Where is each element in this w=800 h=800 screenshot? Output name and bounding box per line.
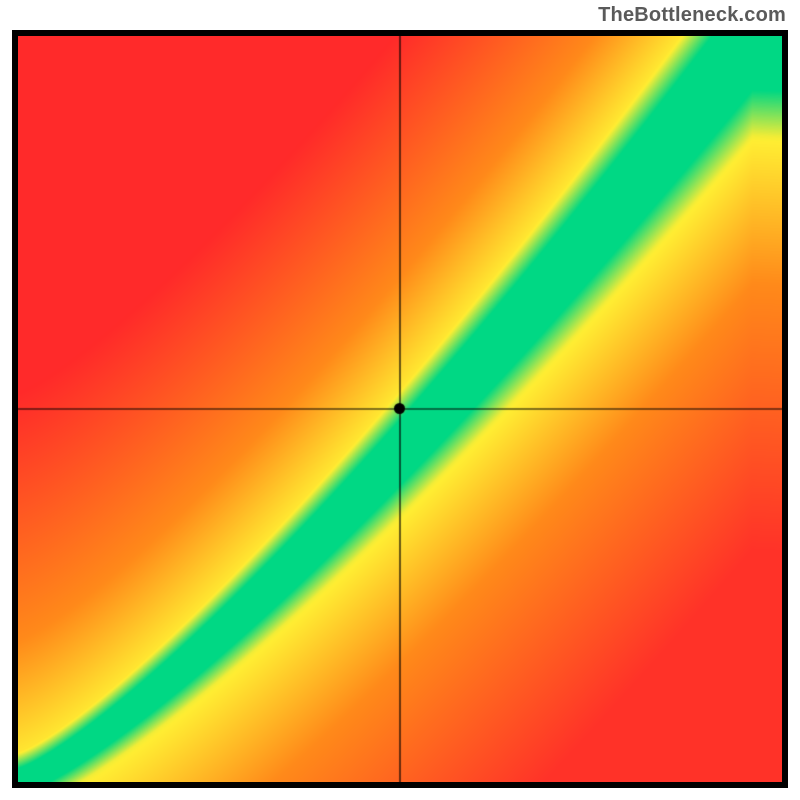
- crosshair-canvas: [18, 36, 782, 782]
- plot-frame: [12, 30, 788, 788]
- chart-container: TheBottleneck.com: [0, 0, 800, 800]
- watermark-text: TheBottleneck.com: [598, 4, 786, 27]
